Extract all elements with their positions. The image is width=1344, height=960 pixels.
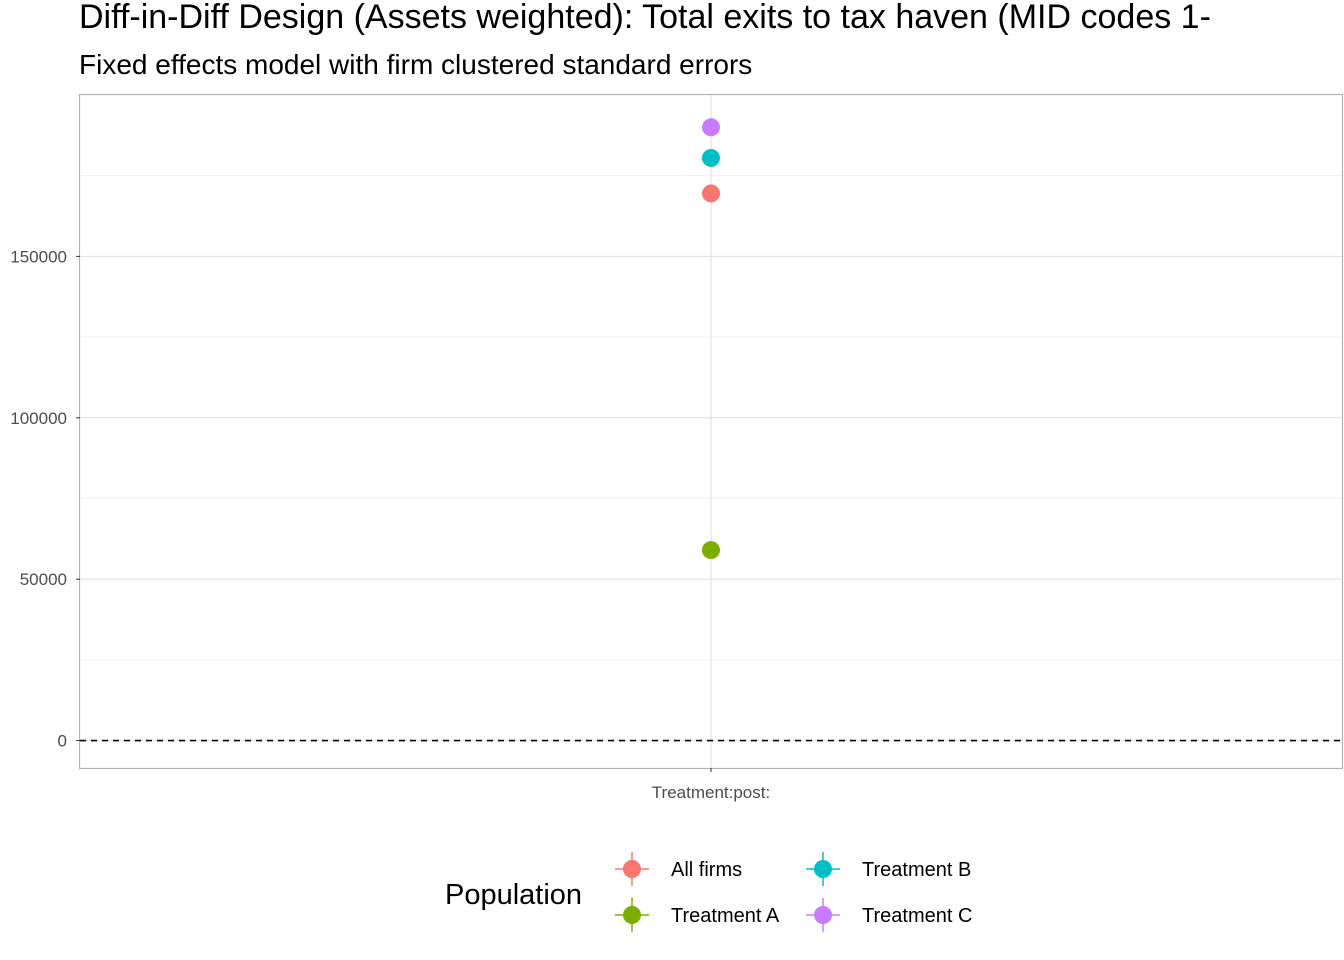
y-axis: 0 50000 100000 150000 [10,247,80,751]
y-tick-label: 150000 [10,247,67,266]
legend: Population All firms Treatment A Treatment… [445,852,972,932]
legend-key [806,852,840,886]
y-tick-label: 0 [58,732,67,751]
legend-key [806,898,840,932]
legend-label: Treatment A [671,905,780,927]
data-point [702,184,720,203]
legend-key [615,898,649,932]
data-points [702,118,720,560]
x-axis: Treatment:post: [652,768,770,802]
data-point [702,118,720,137]
legend-label: All firms [671,859,742,881]
chart-title: Diff-in-Diff Design (Assets weighted): T… [79,0,1211,36]
y-tick-label: 50000 [20,570,67,589]
legend-key [615,852,649,886]
legend-label: Treatment C [862,905,972,927]
data-point [702,148,720,167]
chart-subtitle: Fixed effects model with firm clustered … [79,49,752,80]
legend-label: Treatment B [862,859,971,881]
x-tick-label: Treatment:post: [652,783,770,802]
data-point [702,541,720,560]
legend-title: Population [445,879,582,911]
y-tick-label: 100000 [10,409,67,428]
major-gridlines [80,95,1342,768]
